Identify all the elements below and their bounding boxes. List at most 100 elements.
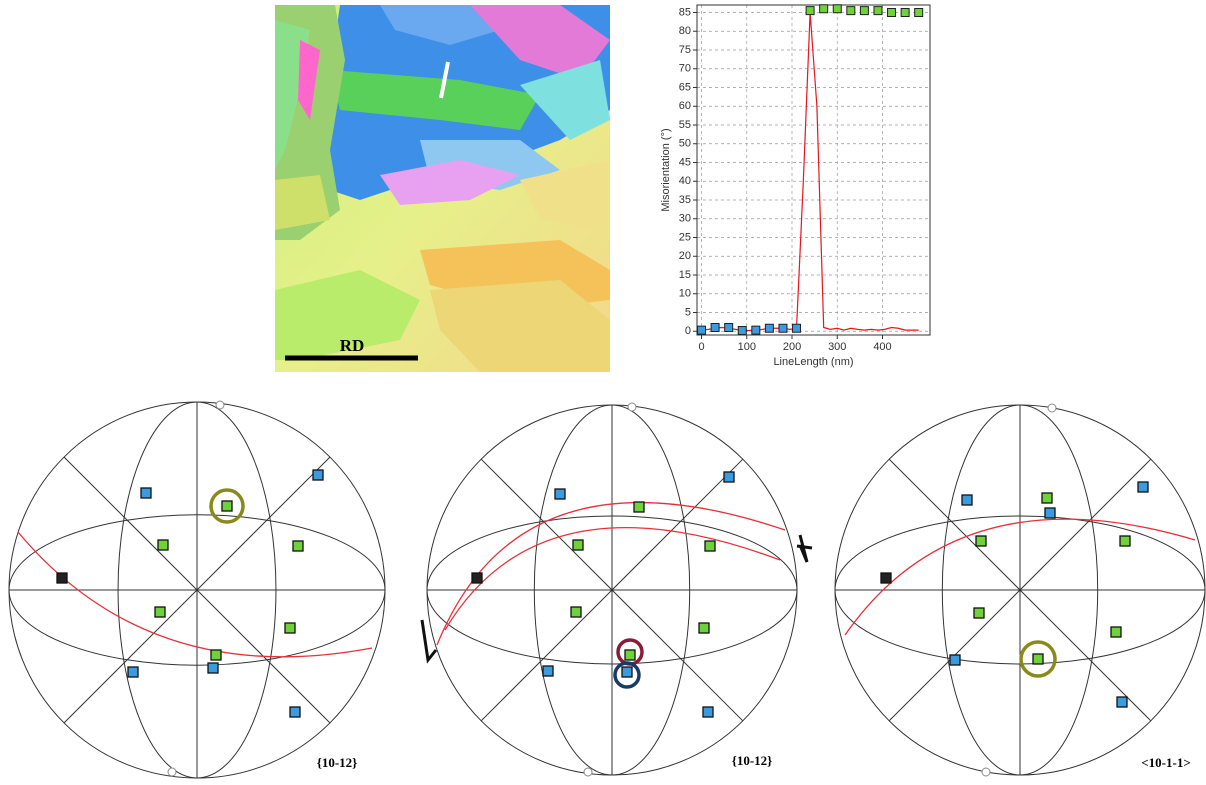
highlight-ring <box>209 488 245 524</box>
y-tick-label: 45 <box>679 156 691 168</box>
axis-marker <box>1047 403 1057 413</box>
data-point <box>792 323 802 333</box>
pole-blue <box>289 706 301 718</box>
net-ellipse <box>426 515 798 665</box>
data-point <box>778 323 788 333</box>
trace-curve <box>844 518 1196 636</box>
data-point <box>710 323 720 332</box>
x-tick-label: 300 <box>828 341 846 353</box>
data-point <box>751 325 761 335</box>
pole-green <box>698 622 710 634</box>
data-point <box>697 325 707 335</box>
pole-blue <box>723 471 735 483</box>
y-tick-label: 10 <box>679 288 691 300</box>
net-line <box>480 458 744 722</box>
pole-green <box>1032 653 1044 665</box>
trace-curve <box>444 527 781 631</box>
y-tick-label: 35 <box>679 194 691 206</box>
y-tick-label: 70 <box>679 63 691 75</box>
pole-green <box>210 649 222 661</box>
y-tick-label: 60 <box>679 100 691 112</box>
data-point <box>873 6 883 16</box>
y-tick-label: 0 <box>685 325 691 337</box>
data-point <box>887 8 897 17</box>
net-ellipse <box>941 404 1099 776</box>
pole-blue <box>127 666 139 678</box>
highlight-ring <box>613 661 641 689</box>
pole-green <box>1041 492 1053 504</box>
pole-black <box>880 572 892 584</box>
data-point <box>914 8 924 17</box>
y-tick-label: 85 <box>679 6 691 18</box>
data-point <box>764 323 774 333</box>
pole-green <box>624 649 636 661</box>
pole-green <box>572 539 584 551</box>
data-point <box>805 6 815 16</box>
pole-figure-label: <10-1-1> <box>1141 755 1190 770</box>
pole-blue <box>312 469 324 481</box>
trace-curve <box>436 501 786 646</box>
y-tick-label: 80 <box>679 25 691 37</box>
y-tick-label: 75 <box>679 44 691 56</box>
y-tick-label: 30 <box>679 213 691 225</box>
x-tick-label: 0 <box>698 341 704 353</box>
x-axis-label: LineLength (nm) <box>773 356 853 368</box>
axis-marker <box>627 402 637 412</box>
data-point <box>724 323 734 332</box>
y-tick-label: 25 <box>679 231 691 243</box>
axis-marker <box>583 767 593 777</box>
pole-green <box>1119 535 1131 547</box>
data-point <box>832 4 842 14</box>
axis-marker <box>981 767 991 777</box>
pole-black <box>56 572 68 584</box>
pole-green <box>973 607 985 619</box>
pole-blue <box>207 662 219 674</box>
pole-figure-label: {10-12} <box>732 753 773 768</box>
highlight-ring <box>1019 640 1057 678</box>
x-tick-label: 400 <box>873 341 891 353</box>
shear-arrow <box>420 619 438 664</box>
pole-blue <box>542 665 554 677</box>
plot-frame <box>696 4 931 336</box>
net-line <box>888 458 1152 722</box>
pole-black <box>471 572 483 584</box>
data-point <box>819 4 829 14</box>
pole-green <box>570 606 582 618</box>
pole-green <box>292 540 304 552</box>
pole-green <box>157 539 169 551</box>
map-label: RD <box>340 336 365 355</box>
data-point <box>859 6 869 16</box>
pole-green <box>975 535 987 547</box>
pole-blue <box>554 488 566 500</box>
y-tick-label: 65 <box>679 81 691 93</box>
y-tick-label: 50 <box>679 138 691 150</box>
pole-blue <box>1044 507 1056 519</box>
data-point <box>846 6 856 16</box>
y-tick-label: 40 <box>679 175 691 187</box>
net-ellipse <box>117 401 277 779</box>
y-tick-label: 5 <box>685 306 691 318</box>
pole-blue <box>1137 481 1149 493</box>
pole-green <box>154 606 166 618</box>
pole-green <box>284 622 296 634</box>
misorientation-chart: 0 5 10 15 20 25 30 35 40 45 50 55 60 65 70 75 80 85 0 100 20… <box>660 4 931 368</box>
y-tick-label: 20 <box>679 250 691 262</box>
pole-blue <box>621 666 633 678</box>
pole-green <box>633 501 645 513</box>
data-point <box>900 8 910 17</box>
pole-blue <box>140 487 152 499</box>
trace-curve <box>17 531 373 658</box>
net-line <box>63 456 331 724</box>
pole-green <box>1110 626 1122 638</box>
axis-marker <box>167 767 177 777</box>
net-ellipse <box>8 514 386 666</box>
ebsd-map <box>275 5 610 372</box>
axis-marker <box>215 400 225 410</box>
net-ellipse <box>533 404 691 776</box>
x-tick-label: 200 <box>783 341 801 353</box>
pole-blue <box>702 706 714 718</box>
pole-figures <box>8 400 1206 779</box>
y-axis-label: Misorientation (°) <box>660 128 672 211</box>
